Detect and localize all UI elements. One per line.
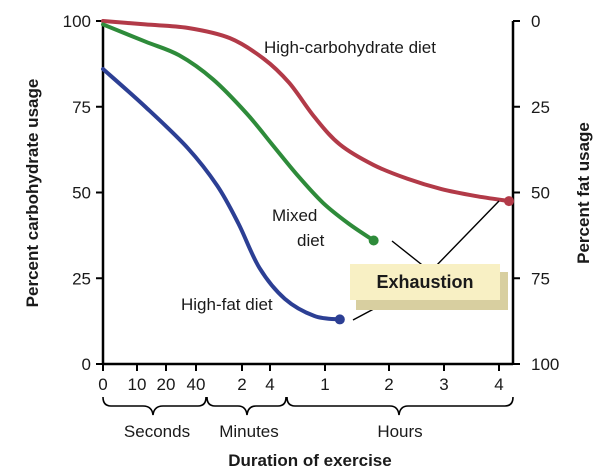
x-tick-label: 2 — [237, 375, 246, 394]
x-group-seconds: Seconds — [124, 422, 190, 441]
x-group-braces — [102, 396, 514, 416]
end-point-mixed — [368, 235, 379, 246]
y-axis-title-right: Percent fat usage — [574, 122, 593, 264]
end-point-high-carbohydrate — [504, 196, 514, 207]
callout-box — [350, 264, 500, 300]
series-label-mixed: Mixed — [272, 206, 317, 225]
y-tick-label-right: 50 — [531, 184, 550, 203]
x-tick-label: 2 — [384, 375, 393, 394]
y-tick-label-right: 100 — [531, 355, 559, 374]
x-axis-title: Duration of exercise — [228, 451, 391, 470]
series-line-mixed — [101, 22, 376, 243]
x-tick-label: 20 — [157, 375, 176, 394]
x-tick-label: 4 — [265, 375, 274, 394]
left-ticks: 0 25 50 75 100 — [63, 12, 103, 374]
x-tick-label: 40 — [187, 375, 206, 394]
right-ticks: 0 25 50 75 100 — [513, 12, 559, 374]
x-group-hours: Hours — [377, 422, 422, 441]
end-point-high-fat — [334, 314, 345, 325]
y-tick-label-left: 25 — [72, 269, 91, 288]
x-tick-label: 3 — [439, 375, 448, 394]
x-group-minutes: Minutes — [219, 422, 279, 441]
series-label-high-fat: High-fat diet — [181, 295, 273, 314]
y-tick-label-left: 75 — [72, 98, 91, 117]
x-tick-label: 10 — [128, 375, 147, 394]
x-ticks: 0 10 20 40 2 4 1 2 3 4 — [98, 364, 504, 394]
y-tick-label-left: 50 — [72, 184, 91, 203]
x-tick-label: 4 — [494, 375, 503, 394]
y-tick-label-right: 75 — [531, 269, 550, 288]
brace-hours — [286, 396, 514, 416]
y-tick-label-left: 0 — [82, 355, 91, 374]
series-line-high-carbohydrate — [101, 19, 511, 204]
x-tick-label: 1 — [320, 375, 329, 394]
brace-seconds — [102, 396, 207, 416]
y-axis-title-left: Percent carbohydrate usage — [23, 79, 42, 308]
y-tick-label-right: 0 — [531, 12, 540, 31]
x-tick-label: 0 — [98, 375, 107, 394]
series-label-high-carb: High-carbohydrate diet — [264, 38, 436, 57]
callout-line-high-carb — [433, 200, 500, 269]
series-label-mixed-2: diet — [297, 231, 325, 250]
series-layer — [101, 19, 514, 325]
series-line-high-fat — [101, 67, 342, 322]
y-tick-label-left: 100 — [63, 12, 91, 31]
callout-label: Exhaustion — [376, 272, 473, 292]
callout-line-mixed — [391, 240, 427, 269]
brace-minutes — [206, 396, 287, 416]
exhaustion-callout: Exhaustion — [350, 200, 508, 321]
y-tick-label-right: 25 — [531, 98, 550, 117]
